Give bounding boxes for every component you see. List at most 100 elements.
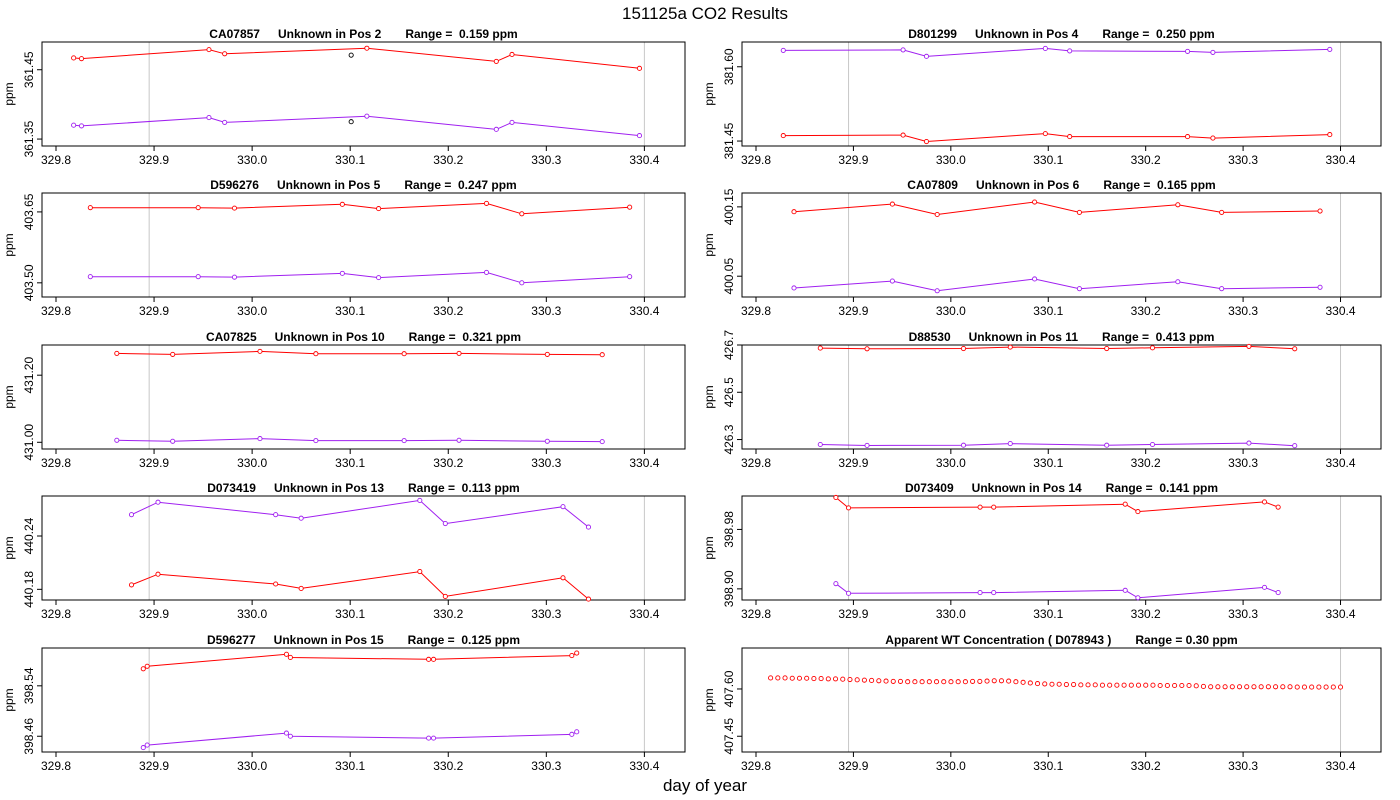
- panel-title-id: CA07825: [206, 330, 257, 344]
- data-point: [364, 113, 370, 119]
- data-point: [627, 274, 633, 280]
- x-axis-label: day of year: [663, 776, 747, 795]
- data-point: [1261, 499, 1268, 505]
- data-point: [1327, 46, 1333, 52]
- x-tick-label: 329.9: [139, 759, 169, 773]
- x-tick-label: 330.2: [1131, 304, 1161, 318]
- data-point: [1076, 286, 1082, 292]
- data-point: [222, 119, 228, 125]
- y-axis-label: ppm: [2, 233, 16, 256]
- panel-title-position: Unknown in Pos 10: [275, 330, 385, 344]
- data-point: [1193, 683, 1199, 689]
- data-point: [574, 729, 580, 735]
- x-tick-label: 330.2: [433, 759, 463, 773]
- data-point: [1330, 684, 1336, 690]
- data-point: [845, 590, 852, 596]
- data-point: [1317, 208, 1323, 214]
- y-axis-label: ppm: [2, 688, 16, 711]
- data-point: [1294, 684, 1300, 690]
- plot-frame: [41, 495, 686, 601]
- x-tick-label: 330.0: [237, 304, 267, 318]
- data-point: [1337, 684, 1344, 690]
- data-point: [840, 676, 846, 682]
- data-point: [1042, 681, 1048, 687]
- data-point: [1122, 501, 1128, 507]
- data-point: [768, 675, 774, 681]
- data-point: [339, 201, 345, 207]
- data-point: [128, 582, 135, 588]
- x-tick-label: 330.0: [936, 607, 966, 621]
- data-point: [114, 350, 120, 356]
- plot-frame: [741, 495, 1382, 601]
- data-point: [195, 205, 201, 211]
- plot-frame: [741, 192, 1382, 298]
- plot-frame: [41, 647, 686, 753]
- panel-9: D596277 Unknown in Pos 15 Range = 0.125 pp…: [2, 633, 686, 773]
- data-point: [854, 677, 860, 683]
- data-point: [962, 679, 968, 685]
- series-outlier: [348, 52, 354, 125]
- x-tick-label: 330.1: [1033, 153, 1063, 167]
- data-point: [426, 735, 432, 741]
- data-point: [1316, 684, 1322, 690]
- x-tick-label: 330.3: [531, 759, 561, 773]
- panel-title-position: Unknown in Pos 6: [976, 178, 1080, 192]
- x-tick-label: 330.4: [1326, 153, 1356, 167]
- series-b: [817, 440, 1298, 449]
- data-point: [1042, 45, 1048, 51]
- data-point: [348, 52, 354, 58]
- y-tick-label: 426.5: [722, 377, 736, 407]
- data-point: [442, 593, 448, 599]
- y-tick-label: 403.65: [22, 193, 36, 230]
- data-point: [1143, 682, 1149, 688]
- panel-title-range: Range = 0.30 ppm: [1135, 633, 1237, 647]
- y-tick-label: 400.15: [722, 188, 736, 225]
- x-tick-label: 330.0: [936, 759, 966, 773]
- data-point: [71, 55, 77, 61]
- x-tick-label: 330.4: [629, 456, 659, 470]
- data-point: [1246, 343, 1252, 349]
- data-point: [231, 205, 238, 211]
- x-tick-label: 330.1: [1033, 304, 1063, 318]
- panel-6: D88530 Unknown in Pos 11 Range = 0.413 ppm…: [702, 330, 1382, 470]
- series-b: [140, 729, 580, 751]
- data-point: [811, 676, 817, 682]
- plot-frame: [41, 344, 686, 450]
- data-point: [456, 437, 462, 443]
- data-point: [933, 679, 940, 685]
- data-point: [977, 678, 983, 684]
- data-point: [1208, 684, 1214, 690]
- x-tick-label: 330.3: [531, 304, 561, 318]
- data-point: [825, 676, 831, 682]
- plot-frame: [41, 41, 686, 147]
- data-point: [509, 51, 515, 58]
- data-point: [1056, 681, 1062, 687]
- data-point: [934, 211, 940, 218]
- y-tick-label: 407.45: [722, 718, 736, 755]
- x-tick-label: 330.3: [531, 153, 561, 167]
- panel-title: D801299 Unknown in Pos 4 Range = 0.250 ppm: [908, 27, 1214, 41]
- data-point: [782, 675, 788, 681]
- series-a: [817, 343, 1298, 352]
- data-point: [585, 524, 592, 530]
- x-tick-label: 330.1: [1033, 456, 1063, 470]
- data-point: [544, 351, 550, 357]
- y-tick-label: 403.50: [22, 264, 36, 301]
- series-b: [87, 269, 633, 286]
- panel-title: D073409 Unknown in Pos 14 Range = 0.141 pp…: [905, 481, 1218, 495]
- x-tick-label: 330.0: [237, 153, 267, 167]
- data-point: [948, 679, 954, 685]
- data-point: [900, 132, 906, 138]
- data-point: [1175, 202, 1181, 208]
- series-b: [780, 45, 1333, 59]
- data-point: [876, 678, 882, 684]
- data-point: [87, 274, 93, 280]
- data-point: [560, 575, 566, 581]
- panel-title-position: Unknown in Pos 4: [975, 27, 1079, 41]
- panel-title-range: Range = 0.413 ppm: [1102, 330, 1214, 344]
- data-point: [627, 204, 633, 210]
- panel-7: D073419 Unknown in Pos 13 Range = 0.113 pp…: [2, 481, 686, 621]
- data-point: [890, 678, 896, 684]
- x-tick-label: 330.2: [433, 456, 463, 470]
- x-tick-label: 330.1: [335, 153, 365, 167]
